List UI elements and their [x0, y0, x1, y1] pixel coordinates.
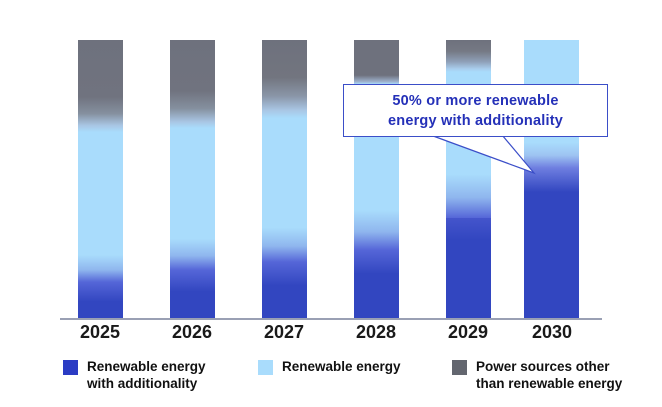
- legend-item-renewable[interactable]: Renewable energy: [258, 358, 401, 375]
- bar-2028-segment-other: [354, 40, 399, 84]
- bar-2029-segment-additionality: [446, 218, 491, 318]
- plot-area: 2025 2026 2027 2028 2029 2030 50% or mor…: [60, 40, 608, 342]
- legend-label-other-line2: than renewable energy: [476, 376, 623, 391]
- x-tick-2030: 2030: [531, 322, 573, 342]
- bar-2026-segment-additionality: [170, 270, 215, 318]
- bar-2028-segment-additionality: [354, 250, 399, 318]
- bar-2025-segment-additionality: [78, 282, 123, 318]
- x-tick-2025: 2025: [79, 322, 121, 342]
- legend-swatch-renewable: [258, 360, 273, 375]
- callout-line-1: 50% or more renewable: [392, 92, 559, 109]
- bar-2026-segment-other: [170, 40, 215, 128]
- x-tick-2029: 2029: [447, 322, 489, 342]
- bar-2027-segment-renewable: [262, 118, 307, 262]
- bar-2025-segment-renewable: [78, 132, 123, 282]
- callout-pointer: [424, 128, 536, 175]
- legend-label-renewable: Renewable energy: [282, 358, 401, 375]
- legend-label-additionality-line1: Renewable energy: [87, 359, 206, 374]
- legend-item-additionality[interactable]: Renewable energy with additionality: [63, 358, 206, 392]
- legend-label-additionality: Renewable energy with additionality: [87, 358, 206, 392]
- x-tick-2028: 2028: [355, 322, 397, 342]
- x-tick-2026: 2026: [171, 322, 213, 342]
- bar-2027[interactable]: [262, 40, 307, 318]
- legend-swatch-additionality: [63, 360, 78, 375]
- legend-label-additionality-line2: with additionality: [87, 376, 198, 391]
- legend-swatch-other: [452, 360, 467, 375]
- bar-2027-segment-other: [262, 40, 307, 118]
- legend-label-other-line1: Power sources other: [476, 359, 610, 374]
- legend-label-renewable-line1: Renewable energy: [282, 359, 401, 374]
- bar-2026-segment-renewable: [170, 128, 215, 270]
- bar-2030-segment-additionality: [524, 168, 579, 318]
- bar-2027-segment-additionality: [262, 262, 307, 318]
- legend-label-other: Power sources other than renewable energ…: [476, 358, 622, 392]
- bar-2026[interactable]: [170, 40, 215, 318]
- chart-legend: Renewable energy with additionality Rene…: [0, 352, 662, 407]
- callout-line-2: energy with additionality: [388, 112, 563, 129]
- additionality-callout[interactable]: 50% or more renewable energy with additi…: [343, 84, 608, 137]
- x-tick-2027: 2027: [263, 322, 305, 342]
- x-axis-line: [60, 318, 602, 320]
- bar-2025-segment-other: [78, 40, 123, 132]
- bar-2025[interactable]: [78, 40, 123, 318]
- bar-2029-segment-other: [446, 40, 491, 72]
- legend-item-other[interactable]: Power sources other than renewable energ…: [452, 358, 622, 392]
